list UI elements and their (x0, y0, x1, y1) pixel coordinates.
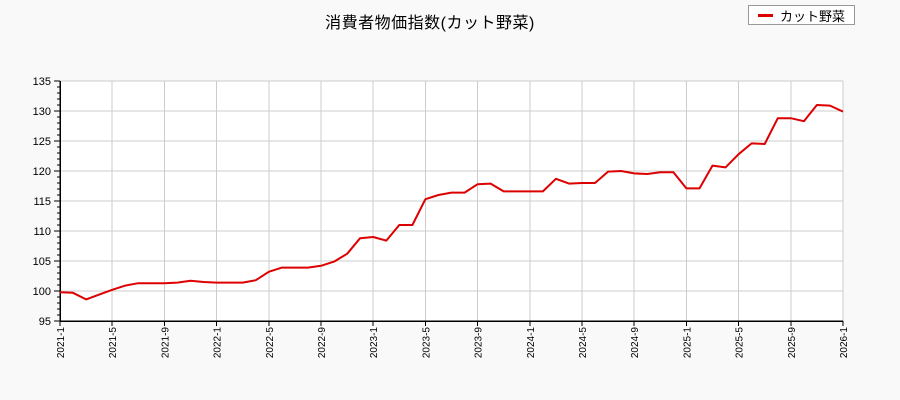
x-tick-label: 2024-9 (630, 327, 641, 359)
x-tick-label: 2025-1 (682, 327, 693, 359)
x-tick-label: 2021-5 (108, 327, 119, 359)
x-tick-label: 2025-9 (787, 327, 798, 359)
axes (59, 81, 843, 322)
x-tick-label: 2025-5 (735, 327, 746, 359)
chart-title: 消費者物価指数(カット野菜) (325, 15, 535, 32)
series-line (59, 104, 844, 301)
y-tick-label: 115 (33, 196, 51, 208)
x-tick-label: 2022-9 (317, 327, 328, 359)
x-tick-label: 2026-1 (839, 327, 850, 359)
y-tick-label: 125 (33, 136, 51, 148)
legend-label: カット野菜 (779, 8, 845, 24)
x-tick-label: 2021-1 (56, 327, 67, 359)
y-tick-label: 95 (39, 316, 51, 328)
x-tick-label: 2024-1 (526, 327, 537, 359)
y-tick-label: 130 (33, 106, 51, 118)
y-tick-label: 135 (33, 76, 51, 88)
y-tick-labels: 95 100 105 110 115 120 125 130 135 (33, 76, 51, 328)
x-axis-ticks (59, 321, 844, 326)
x-tick-label: 2022-5 (265, 327, 276, 359)
legend: カット野菜 (747, 5, 855, 25)
y-tick-label: 120 (33, 166, 51, 178)
y-tick-label: 100 (33, 286, 51, 298)
x-tick-label: 2023-9 (474, 327, 485, 359)
y-axis-ticks (54, 80, 60, 322)
x-tick-labels: 2021-1 2021-5 2021-9 2022-1 2022-5 2022-9 2023… (56, 327, 850, 359)
legend-line-icon (757, 13, 773, 17)
y-tick-label: 110 (33, 226, 51, 238)
x-tick-label: 2024-5 (578, 327, 589, 359)
x-tick-label: 2021-9 (160, 327, 171, 359)
x-tick-label: 2022-1 (213, 327, 224, 359)
x-tick-label: 2023-5 (421, 327, 432, 359)
y-tick-label: 105 (33, 256, 51, 268)
x-tick-label: 2023-1 (369, 327, 380, 359)
